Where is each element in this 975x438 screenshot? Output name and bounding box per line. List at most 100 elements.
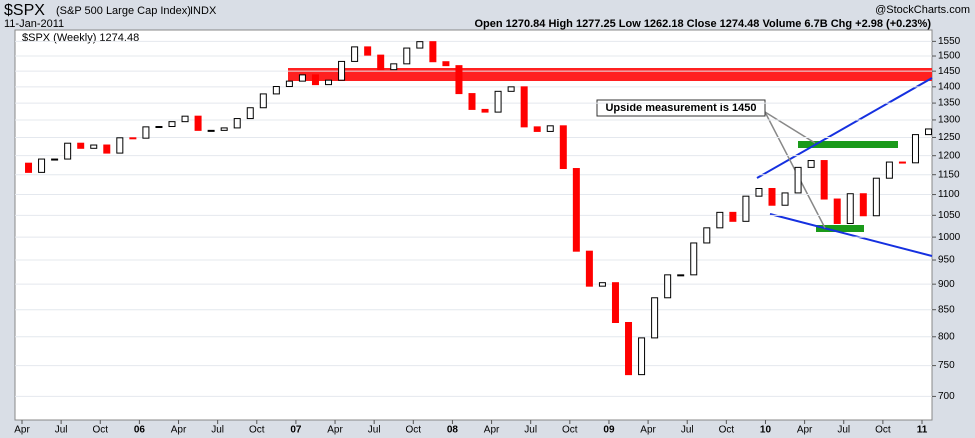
candle [129, 137, 137, 140]
candle [559, 125, 567, 170]
x-tick-label: Jul [524, 425, 537, 436]
candle [781, 192, 789, 206]
candle [611, 282, 619, 323]
candle [729, 211, 737, 222]
exchange: INDX [190, 5, 217, 17]
candle [220, 127, 228, 131]
candle [233, 118, 241, 129]
candle [338, 60, 346, 81]
y-tick-label: 1000 [938, 232, 961, 243]
annotation: Upside measurement is 1450 [605, 102, 756, 114]
candle [859, 193, 867, 217]
lower-zone [816, 225, 864, 232]
candle [494, 90, 502, 113]
candle [794, 166, 802, 194]
y-tick-label: 1100 [938, 189, 960, 200]
y-tick-label: 800 [938, 331, 955, 342]
x-tick-label: Apr [640, 425, 656, 436]
x-tick-label: Oct [406, 425, 422, 436]
x-tick-label: Oct [719, 425, 735, 436]
x-tick-label: Oct [562, 425, 578, 436]
y-tick-label: 1300 [938, 115, 961, 126]
x-tick-label: 11 [917, 425, 928, 436]
x-tick-label: Jul [681, 425, 694, 436]
x-tick-label: Apr [14, 425, 30, 436]
y-tick-label: 1550 [938, 36, 961, 47]
candle [455, 65, 463, 95]
x-tick-label: 07 [290, 425, 302, 436]
x-tick-label: 06 [134, 425, 146, 436]
x-tick-label: Apr [171, 425, 187, 436]
candle [390, 63, 398, 71]
trend-line [756, 77, 933, 179]
candle [364, 46, 372, 56]
candle [898, 161, 906, 164]
candle [64, 142, 72, 160]
candle [298, 74, 306, 82]
candle [142, 126, 150, 139]
candle [325, 79, 333, 86]
x-tick-label: Apr [797, 425, 813, 436]
y-tick-label: 1350 [938, 98, 961, 109]
candle [664, 274, 672, 299]
x-tick-label: Apr [327, 425, 343, 436]
candle [677, 274, 685, 277]
y-tick-label: 850 [938, 304, 955, 315]
candle [742, 195, 750, 222]
candle [246, 107, 254, 120]
candle [194, 115, 202, 131]
annotation-box [596, 99, 766, 117]
candle [155, 126, 163, 129]
candle [807, 160, 815, 168]
candle [925, 128, 933, 136]
x-tick-label: Oct [92, 425, 108, 436]
candle [585, 250, 593, 287]
y-tick-label: 1250 [938, 132, 961, 143]
candle [351, 46, 359, 62]
x-tick-label: Oct [249, 425, 265, 436]
x-tick-label: 08 [447, 425, 459, 436]
candle [468, 93, 476, 110]
y-tick-label: 1450 [938, 66, 961, 77]
candle [520, 86, 528, 128]
candle [872, 177, 880, 217]
candle [638, 337, 646, 376]
chart-title: $SPX [4, 2, 45, 19]
trend-line [769, 213, 933, 257]
candle [429, 41, 437, 63]
candle [598, 282, 606, 287]
candle [533, 126, 541, 132]
candle [38, 158, 46, 173]
credit: @StockCharts.com [875, 4, 970, 16]
y-tick-label: 1150 [938, 169, 960, 180]
quote: Open 1270.84 High 1277.25 Low 1262.18 Cl… [474, 18, 931, 30]
candle [690, 242, 698, 276]
x-tick-label: Jul [837, 425, 850, 436]
candle [481, 108, 489, 113]
candle [507, 86, 515, 92]
x-tick-label: 10 [760, 425, 772, 436]
y-tick-label: 1200 [938, 150, 961, 161]
x-tick-label: Jul [368, 425, 381, 436]
candle [25, 162, 33, 173]
candle [885, 161, 893, 179]
y-tick-label: 1050 [938, 210, 961, 221]
candle [416, 41, 424, 49]
x-tick-label: Jul [55, 425, 68, 436]
y-tick-label: 1500 [938, 51, 961, 62]
resistance-band [288, 68, 932, 81]
candle [572, 168, 580, 252]
candle [651, 297, 659, 339]
candle [442, 61, 450, 67]
y-tick-label: 1400 [938, 81, 961, 92]
candle [103, 144, 111, 154]
x-tick-label: 09 [603, 425, 615, 436]
candle [311, 74, 319, 86]
upper-zone [798, 141, 898, 148]
candle [51, 158, 59, 161]
candle [911, 134, 919, 164]
candle [820, 160, 828, 200]
candle [716, 211, 724, 229]
candle [377, 54, 385, 71]
